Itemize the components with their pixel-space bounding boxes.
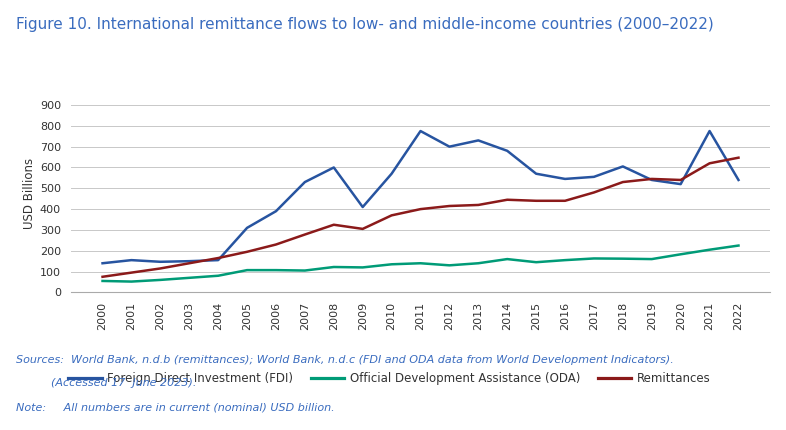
Legend: Foreign Direct Investment (FDI), Official Development Assistance (ODA), Remittan: Foreign Direct Investment (FDI), Officia…: [64, 368, 715, 390]
Text: Figure 10. International remittance flows to low- and middle-income countries (2: Figure 10. International remittance flow…: [16, 17, 714, 32]
Text: Sources:  World Bank, n.d.b (remittances); World Bank, n.d.c (FDI and ODA data f: Sources: World Bank, n.d.b (remittances)…: [16, 355, 674, 365]
Text: (Accessed 17  June 2023).: (Accessed 17 June 2023).: [16, 378, 196, 388]
Text: Note:     All numbers are in current (nominal) USD billion.: Note: All numbers are in current (nomina…: [16, 402, 334, 412]
Y-axis label: USD Billions: USD Billions: [23, 158, 35, 229]
